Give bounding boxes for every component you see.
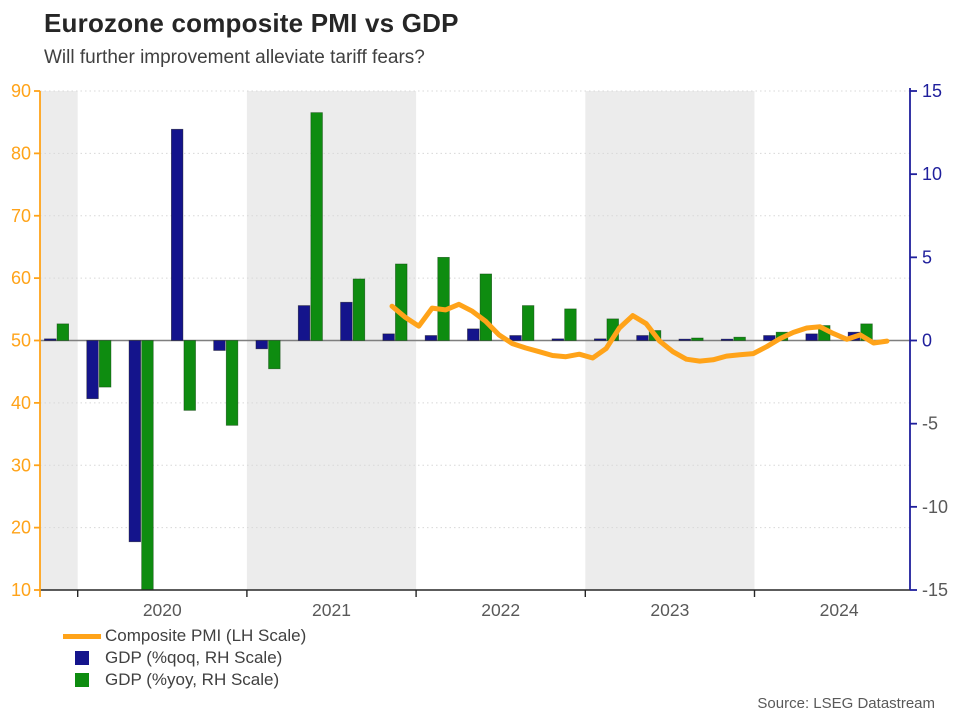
gdp-yoy-bar <box>56 323 69 341</box>
gdp-qoq-bar <box>340 301 353 341</box>
left-axis-label: 50 <box>11 331 31 351</box>
gdp-yoy-bar <box>310 112 323 341</box>
legend-label: GDP (%qoq, RH Scale) <box>105 648 283 667</box>
gdp-yoy-bar <box>141 340 154 591</box>
gdp-qoq-bar <box>255 340 268 350</box>
left-axis-label: 70 <box>11 206 31 226</box>
gdp-yoy-bar <box>352 278 366 341</box>
gdp-qoq-bar <box>805 333 818 341</box>
legend-label: GDP (%yoy, RH Scale) <box>105 670 280 689</box>
gdp-qoq-bar <box>678 338 691 341</box>
gdp-qoq-bar <box>636 335 649 341</box>
left-axis-label: 20 <box>11 518 31 538</box>
gdp-yoy-bar <box>691 337 704 341</box>
gdp-yoy-bar <box>479 273 492 341</box>
gdp-yoy-bar <box>521 305 535 341</box>
chart-legend: Composite PMI (LH Scale) GDP (%qoq, RH Sc… <box>60 625 306 691</box>
right-axis-label: -10 <box>922 497 948 517</box>
left-axis-label: 90 <box>11 81 31 101</box>
gdp-qoq-bar <box>467 328 480 341</box>
gdp-yoy-bar <box>437 256 450 341</box>
gdp-qoq-bar <box>720 338 734 341</box>
left-axis-label: 40 <box>11 393 31 413</box>
left-axis-label: 30 <box>11 455 31 475</box>
legend-label: Composite PMI (LH Scale) <box>105 626 307 645</box>
legend-item: GDP (%yoy, RH Scale) <box>60 669 306 691</box>
pmi-line-swatch <box>60 633 103 639</box>
gdp-qoq-bar <box>382 333 395 341</box>
left-axis-label: 10 <box>11 580 31 600</box>
chart-subtitle: Will further improvement alleviate tarif… <box>44 47 425 68</box>
gdp-qoq-bar <box>128 340 142 543</box>
gdp-qoq-bar <box>44 338 57 341</box>
year-label: 2023 <box>650 600 689 620</box>
gdp-qoq-bar <box>424 335 438 341</box>
gdp-yoy-bar <box>268 340 281 370</box>
gdp-qoq-bar <box>213 340 226 351</box>
gdp-bar-swatch <box>60 673 103 687</box>
chart-title: Eurozone composite PMI vs GDP <box>44 8 459 38</box>
gdp-qoq-bar <box>86 340 99 400</box>
gdp-qoq-bar <box>551 338 564 341</box>
gdp-bar-swatch <box>60 651 103 665</box>
year-label: 2024 <box>820 600 859 620</box>
right-axis-label: 10 <box>922 164 942 184</box>
left-axis-label: 60 <box>11 268 31 288</box>
legend-item: GDP (%qoq, RH Scale) <box>60 647 306 669</box>
gdp-qoq-bar <box>171 128 184 341</box>
right-axis-label: 0 <box>922 331 932 351</box>
gdp-yoy-bar <box>733 336 746 341</box>
gdp-qoq-bar <box>593 338 607 341</box>
left-axis-label: 80 <box>11 143 31 163</box>
right-axis-label: -5 <box>922 414 938 434</box>
right-axis-label: 15 <box>922 81 942 101</box>
gdp-qoq-bar <box>763 335 776 341</box>
gdp-yoy-bar <box>225 340 239 426</box>
gdp-yoy-bar <box>564 308 577 341</box>
year-label: 2022 <box>481 600 520 620</box>
source-note: Source: LSEG Datastream <box>757 695 935 712</box>
pmi-line <box>389 301 890 364</box>
gdp-yoy-bar <box>98 340 112 388</box>
gdp-qoq-bar <box>509 335 522 341</box>
gdp-yoy-bar <box>395 263 408 341</box>
right-axis-label: -15 <box>922 580 948 600</box>
gdp-qoq-bar <box>297 305 311 341</box>
right-axis-label: 5 <box>922 247 932 267</box>
year-label: 2021 <box>312 600 351 620</box>
legend-item: Composite PMI (LH Scale) <box>60 625 306 647</box>
gdp-yoy-bar <box>183 340 196 411</box>
year-label: 2020 <box>143 600 182 620</box>
